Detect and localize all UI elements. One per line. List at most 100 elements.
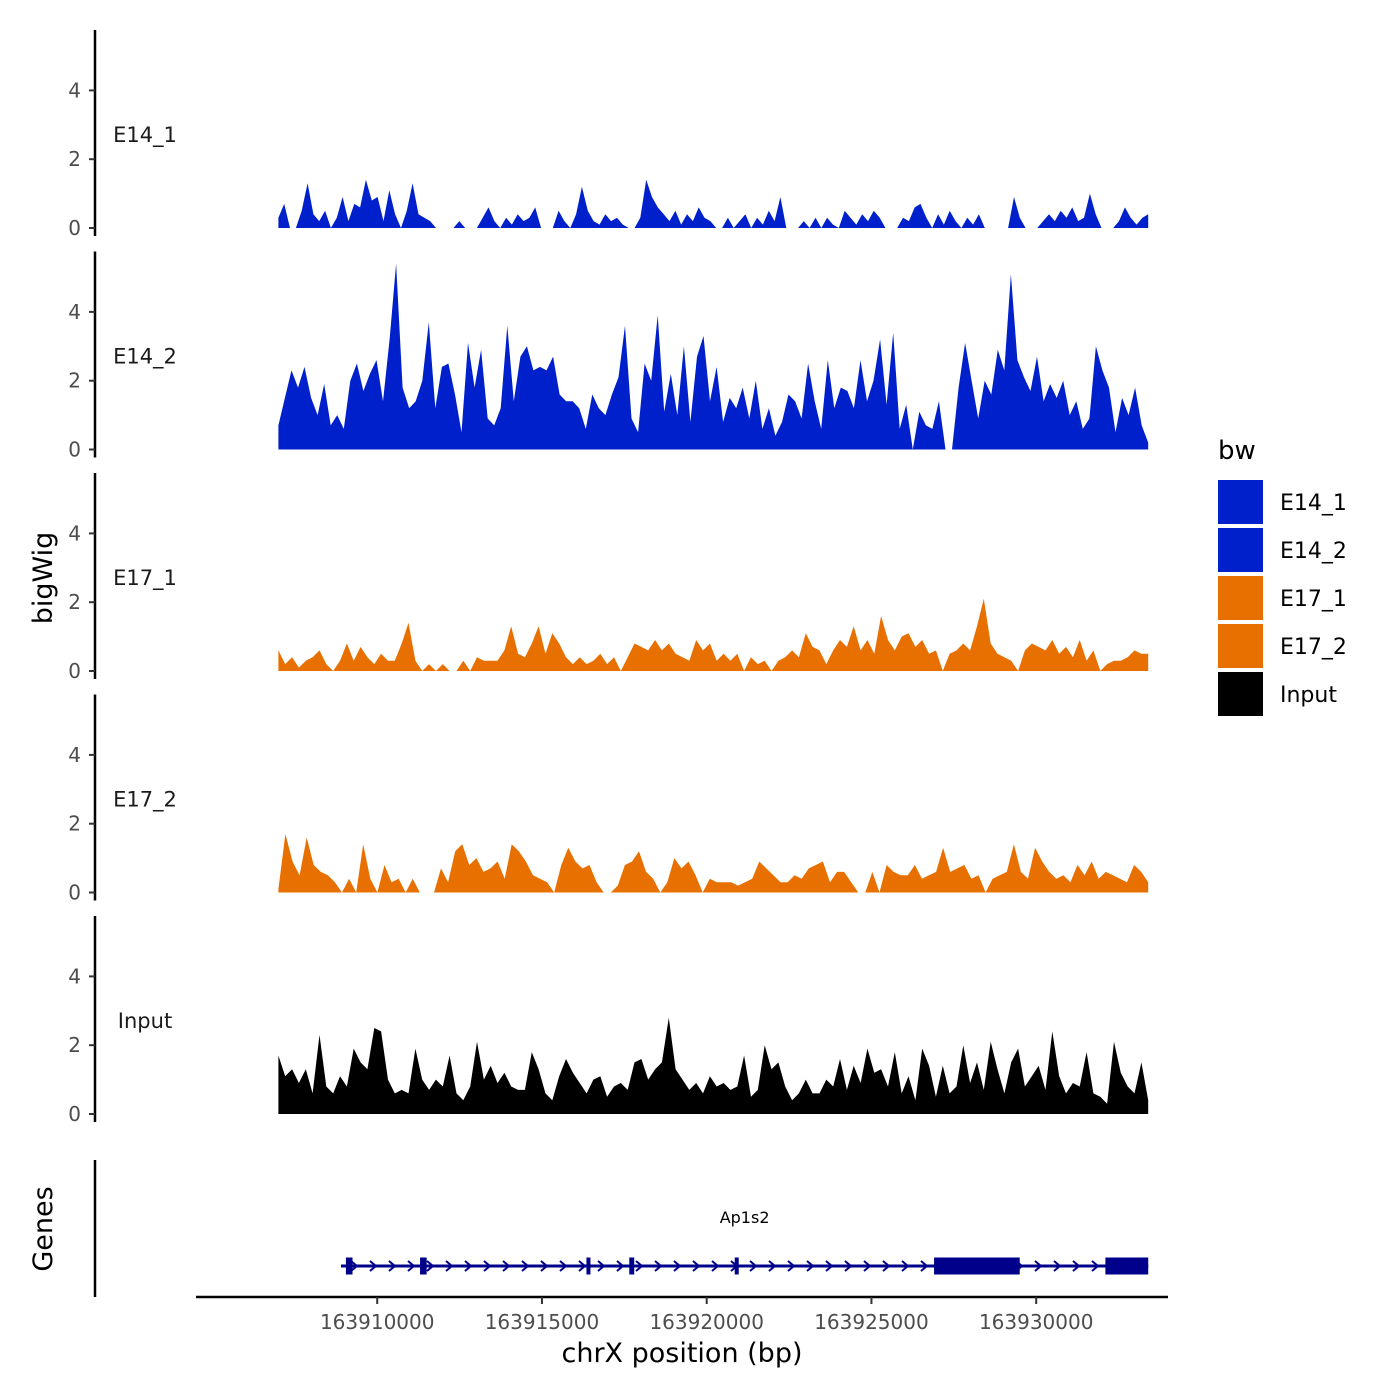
gene-exon [586,1257,591,1275]
track-label: Input [118,1009,172,1033]
gene-ap1s2: Ap1s2 [340,1208,1149,1275]
legend-item-e17-1: E17_1 [1218,576,1347,620]
strand-arrow [844,1260,853,1272]
strand-arrow [464,1260,473,1272]
panel-input: 0 2 4 Input [68,916,1149,1126]
legend-item-e14-1: E14_1 [1218,480,1347,524]
track-label: E14_1 [113,123,177,148]
gene-exon [420,1257,427,1275]
strand-arrow [521,1260,530,1272]
y-tick-label: 2 [68,590,81,614]
strand-arrow [578,1260,587,1272]
legend-label: E14_2 [1280,539,1347,564]
strand-arrow [1034,1260,1043,1272]
x-axis-title: chrX position (bp) [561,1338,802,1369]
track-label: E17_1 [113,566,177,591]
legend-item-e14-2: E14_2 [1218,528,1347,572]
strand-arrow [806,1260,815,1272]
y-tick-label: 4 [68,743,81,767]
y-tick-label: 0 [68,881,81,905]
legend-label: E17_2 [1280,635,1347,660]
strand-arrow [635,1260,644,1272]
strand-arrow [597,1260,606,1272]
gene-exon [345,1257,353,1275]
legend-swatch [1218,672,1263,716]
strand-arrow [350,1260,359,1272]
strand-arrow [825,1260,834,1272]
strand-arrow [369,1260,378,1272]
legend-label: Input [1280,683,1337,708]
panel-e17-2: 0 2 4 E17_2 [68,694,1149,905]
y-tick-label: 4 [68,300,81,324]
coverage-area-e14-1 [278,179,1149,228]
x-axis: 163910000 163915000 163920000 163925000 1639… [196,1295,1168,1334]
strand-arrow [1072,1260,1081,1272]
panel-e14-2: 0 2 4 E14_2 [68,251,1149,462]
y-tick-label: 2 [68,147,81,171]
strand-arrow [407,1260,416,1272]
panel-e14-1: 0 2 4 E14_1 [68,30,1149,240]
y-tick-label: 4 [68,964,81,988]
legend-label: E17_1 [1280,587,1347,612]
coverage-area-e14-2 [278,263,1149,450]
x-tick-label: 163915000 [485,1310,600,1334]
legend-item-e17-2: E17_2 [1218,624,1347,668]
y-tick-label: 0 [68,216,81,240]
x-tick-label: 163930000 [979,1310,1094,1334]
coverage-area-input [278,1017,1149,1114]
y-tick-label: 4 [68,521,81,545]
strand-arrow [502,1260,511,1272]
legend-swatch [1218,624,1263,668]
strand-arrow [863,1260,872,1272]
gene-track: Ap1s2 [93,1160,1149,1297]
y-tick-label: 2 [68,369,81,393]
strand-arrow [426,1260,435,1272]
x-tick-label: 163910000 [320,1310,435,1334]
strand-arrow [882,1260,891,1272]
strand-arrow [540,1260,549,1272]
legend-swatch [1218,480,1263,524]
gene-exon [629,1257,635,1275]
legend-item-input: Input [1218,672,1337,716]
strand-arrow [616,1260,625,1272]
strand-arrow [559,1260,568,1272]
strand-arrow [920,1260,929,1272]
y-tick-label: 2 [68,812,81,836]
x-tick-label: 163920000 [649,1310,764,1334]
gene-exon [934,1257,1020,1275]
strand-arrow [388,1260,397,1272]
coverage-area-e17-1 [278,598,1149,671]
legend-title: bw [1218,436,1256,466]
strand-arrow [787,1260,796,1272]
track-label: E14_2 [113,345,177,370]
legend-swatch [1218,576,1263,620]
track-label: E17_2 [113,788,177,813]
x-tick-label: 163925000 [814,1310,929,1334]
strand-arrow [1091,1260,1100,1272]
genes-track-title: Genes [28,1186,59,1271]
coverage-area-e17-2 [278,834,1149,893]
legend: bw E14_1 E14_2 E17_1 E17_2 Input [1218,436,1347,716]
strand-arrow [1053,1260,1062,1272]
strand-arrow [901,1260,910,1272]
panel-e17-1: 0 2 4 E17_1 [68,473,1149,683]
legend-label: E14_1 [1280,491,1347,516]
y-tick-label: 0 [68,1102,81,1126]
strand-arrow [711,1260,720,1272]
strand-arrow [768,1260,777,1272]
strand-arrow [749,1260,758,1272]
y-axis-title: bigWig [28,532,59,625]
strand-arrow [692,1260,701,1272]
strand-arrow [445,1260,454,1272]
y-tick-label: 0 [68,438,81,462]
y-tick-label: 4 [68,78,81,102]
y-tick-label: 2 [68,1033,81,1057]
gene-name-label: Ap1s2 [720,1208,770,1227]
legend-swatch [1218,528,1263,572]
strand-arrow [673,1260,682,1272]
gene-exon [1105,1257,1149,1275]
gene-exon [734,1257,739,1275]
y-tick-label: 0 [68,659,81,683]
strand-arrow [483,1260,492,1272]
